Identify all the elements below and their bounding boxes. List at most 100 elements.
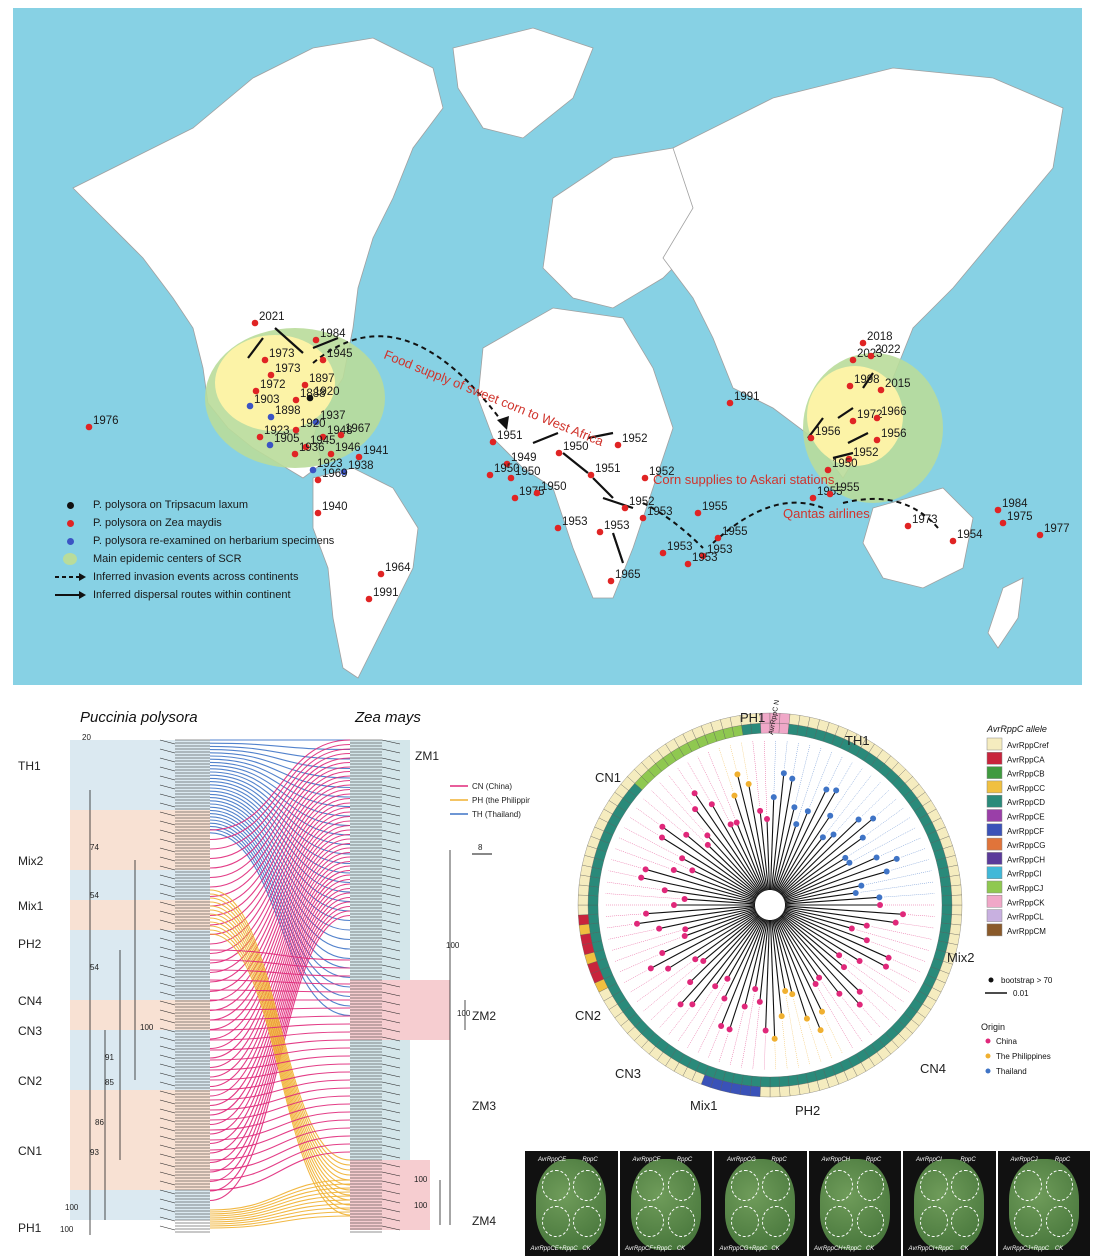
year-label: 1936 <box>299 442 325 454</box>
year-label: 1969 <box>322 468 348 480</box>
right-clade-labels: ZM1 ZM2 ZM3 ZM4 100 100 100 100 <box>414 749 496 1228</box>
map-point-red <box>314 476 322 484</box>
qantas-annotation: Qantas airlines <box>783 506 870 521</box>
map-point-red <box>291 450 299 458</box>
clade-label: Mix2 <box>947 950 974 965</box>
year-label: 1955 <box>702 501 728 513</box>
allele-legend-label: AvrRppCA <box>1007 755 1045 764</box>
map-point-red <box>849 417 857 425</box>
bootstrap-label: 91 <box>105 1053 114 1062</box>
map-point-red <box>714 534 722 542</box>
map-point-red <box>694 509 702 517</box>
map-point-red <box>365 595 373 603</box>
tanglegram-legend: CN (China) PH (the Philippines) TH (Thaila… <box>450 782 530 819</box>
left-tree-title: Puccinia polysora <box>80 709 198 726</box>
africa-landmass <box>477 307 674 599</box>
map-point-red <box>859 339 867 347</box>
allele-legend-label: AvrRppCK <box>1007 898 1045 907</box>
origin-legend-label: China <box>996 1037 1017 1046</box>
leaf-label-bl: AvrRppCJ+RppC <box>1003 1245 1050 1252</box>
year-label: 1903 <box>254 394 280 406</box>
circular-tree <box>605 740 935 1070</box>
map-point-red <box>292 396 300 404</box>
tanglegram-links <box>209 739 351 1229</box>
legend-row-epicenter: Main epidemic centers of SCR <box>53 550 334 568</box>
map-point-red <box>489 438 497 446</box>
year-label: 1956 <box>815 426 841 438</box>
map-point-red <box>621 504 629 512</box>
year-label: 2018 <box>867 331 893 343</box>
map-point-red <box>256 433 264 441</box>
map-point-red <box>809 494 817 502</box>
map-point-red <box>641 474 649 482</box>
clade-label: CN4 <box>920 1061 946 1076</box>
map-legend: P. polysora on Tripsacum laxum P. polyso… <box>53 496 334 604</box>
allele-legend-label: AvrRppCG <box>1007 841 1046 850</box>
clade-band <box>70 1030 210 1090</box>
map-point-red <box>726 399 734 407</box>
left-clade-label: Mix1 <box>18 899 44 913</box>
bootstrap-label: 100 <box>60 1225 74 1234</box>
leaf-label-tl: AvrRppCG <box>726 1157 756 1164</box>
leaf-label-tl: AvrRppCE <box>537 1157 567 1164</box>
leaf-label-tr: RppC <box>960 1157 976 1164</box>
clade-band <box>70 900 210 930</box>
clade-label: PH1 <box>740 710 765 725</box>
map-point-red <box>994 506 1002 514</box>
leaf-panel: AvrRppCG RppC AvrRppCG+RppC CK <box>714 1151 807 1256</box>
year-label: 1905 <box>274 433 300 445</box>
year-label: 2015 <box>885 378 911 390</box>
bootstrap-label: 86 <box>95 1118 104 1127</box>
clade-bands <box>70 740 450 1230</box>
map-point-red <box>596 528 604 536</box>
clade-label: Mix1 <box>690 1098 717 1113</box>
year-label: 1956 <box>881 428 907 440</box>
map-point-red <box>877 386 885 394</box>
allele-legend-label: AvrRppCL <box>1007 913 1044 922</box>
map-point-blue <box>312 418 320 426</box>
leaf-label-tr: RppC <box>676 1157 693 1164</box>
leaf-label-bl: AvrRppCI+RppC <box>908 1245 954 1252</box>
map-point-red <box>302 443 310 451</box>
year-label: 1955 <box>834 482 860 494</box>
year-label: 1941 <box>363 445 389 457</box>
leaf-label-tr: RppC <box>771 1157 787 1164</box>
left-clade-label: CN2 <box>18 1074 42 1088</box>
year-label: 1952 <box>649 466 675 478</box>
map-point-red <box>873 414 881 422</box>
right-tree-title: Zea mays <box>354 709 421 726</box>
leaf-label-tl: AvrRppCJ <box>1010 1157 1038 1164</box>
bootstrap-label: 100 <box>457 1009 471 1018</box>
leaf-label-tl: AvrRppCF <box>632 1157 661 1164</box>
legend-label: CN (China) <box>472 782 512 791</box>
year-label: 1965 <box>615 569 641 581</box>
year-label: 1952 <box>622 433 648 445</box>
year-label: 1920 <box>314 386 340 398</box>
world-map-panel: 2021 1984 1973 1945 1973 1897 1972 1888 1920 1903… <box>13 8 1082 685</box>
dispersal-routes <box>247 327 874 564</box>
clade-label: CN1 <box>595 770 621 785</box>
year-label: 1951 <box>595 463 621 475</box>
legend-row-herbarium: P. polysora re-examined on herbarium spe… <box>53 532 334 550</box>
map-point-black <box>306 394 314 402</box>
map-point-red <box>252 387 260 395</box>
leaf-label-bl: AvrRppCH+RppC <box>814 1245 862 1252</box>
map-point-red <box>251 319 259 327</box>
legend-label: PH (the Philippines) <box>472 796 530 805</box>
leaf-label-bl: AvrRppCF+RppC <box>625 1245 672 1252</box>
bootstrap-label: 100 <box>414 1175 428 1184</box>
map-point-red <box>533 489 541 497</box>
clade-label: CN3 <box>615 1066 641 1081</box>
map-point-red <box>85 423 93 431</box>
bootstrap-label: 100 <box>140 1023 154 1032</box>
allele-legend-label: AvrRppCref <box>1007 741 1049 750</box>
bootstrap-label: 54 <box>90 963 99 972</box>
map-point-red <box>826 490 834 498</box>
year-label: 1923 <box>317 458 343 470</box>
year-label: 2022 <box>875 344 901 356</box>
allele-legend: AvrRppC allele AvrRppCref AvrRppCA AvrRppCB… <box>981 724 1053 1076</box>
legend-row-invasion: Inferred invasion events across continen… <box>53 568 334 586</box>
year-label: 1923 <box>264 425 290 437</box>
map-point-red <box>684 560 692 568</box>
allele-legend-label: AvrRppCJ <box>1007 884 1043 893</box>
